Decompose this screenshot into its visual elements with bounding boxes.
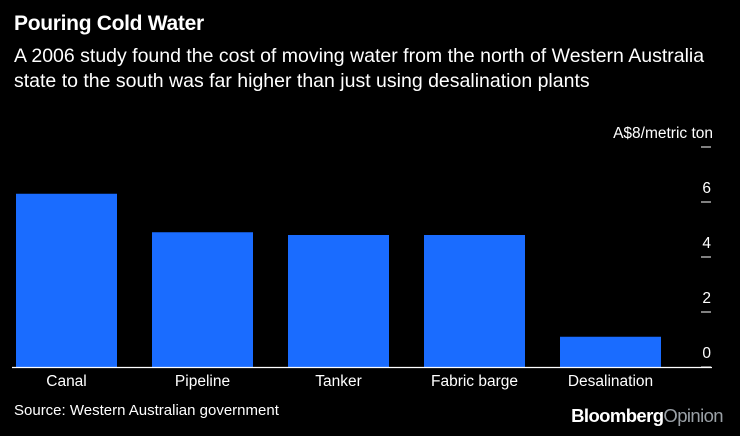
bloomberg-opinion-logo: BloombergOpinion [571, 405, 723, 427]
bar-pipeline [152, 232, 253, 367]
bar-desalination [560, 336, 661, 367]
bar-fabric-barge [424, 235, 525, 367]
chart-title: Pouring Cold Water [14, 12, 204, 35]
bar-canal [16, 193, 117, 367]
x-tick-label: Pipeline [175, 373, 230, 390]
y-tick-label: A$8/metric ton [613, 125, 713, 142]
bar-tanker [288, 235, 389, 367]
x-tick-label: Canal [46, 373, 87, 390]
logo-bloomberg-text: Bloomberg [571, 405, 664, 426]
bar-chart: Canal Pipeline Tanker Fabric barge Desalinat… [12, 125, 713, 390]
y-tick-label: 2 [702, 290, 711, 307]
y-tick-label: 0 [702, 345, 711, 362]
x-tick-label: Fabric barge [431, 373, 518, 390]
x-tick-label: Tanker [315, 373, 362, 390]
logo-opinion-text: Opinion [663, 405, 723, 426]
y-tick-label: 4 [702, 235, 711, 252]
y-tick-label: 6 [702, 180, 711, 197]
source-note: Source: Western Australian government [14, 402, 279, 419]
x-tick-label: Desalination [568, 373, 653, 390]
chart-subtitle: A 2006 study found the cost of moving wa… [14, 45, 705, 92]
